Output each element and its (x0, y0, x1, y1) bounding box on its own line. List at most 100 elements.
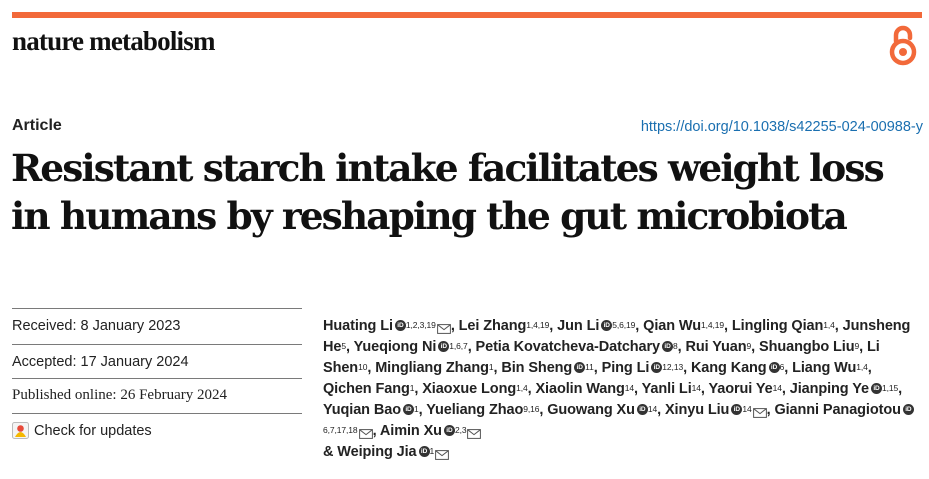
open-access-lock-icon (889, 25, 917, 66)
email-envelope-icon[interactable] (435, 446, 450, 461)
author-name[interactable]: Shuangbo Liu (759, 339, 855, 355)
author-name[interactable]: Qichen Fang (323, 381, 410, 397)
orcid-icon[interactable]: iD (636, 403, 648, 415)
orcid-icon[interactable]: iD (902, 403, 914, 415)
author-affiliation-numbers: 8 (673, 341, 678, 351)
author-entry: & Weiping Jia iD 1 (323, 444, 450, 461)
author-name[interactable]: Rui Yuan (685, 339, 747, 355)
email-envelope-icon[interactable] (752, 404, 767, 419)
author-name[interactable]: Junsheng He (323, 318, 911, 355)
author-separator: , (834, 318, 843, 334)
author-separator: , (898, 381, 903, 397)
email-envelope-icon[interactable] (358, 425, 373, 440)
orcid-icon[interactable]: iD (768, 361, 780, 373)
author-affiliation-numbers: 1,4 (823, 320, 835, 330)
check-for-updates-button[interactable]: Check for updates (12, 422, 152, 439)
orcid-icon[interactable]: iD (402, 403, 414, 415)
author-entry: Jianping Ye iD 1,15, (790, 381, 902, 397)
author-affiliation-numbers: 1 (409, 383, 415, 393)
author-entry: Gianni Panagiotou iD6,7,17,18, (323, 402, 914, 440)
author-entry: Rui Yuan9, (686, 339, 759, 355)
author-name[interactable]: Ping Li (601, 360, 650, 376)
author-name[interactable]: Mingliang Zhang (375, 360, 489, 376)
author-affiliation-numbers: 1,4 (516, 383, 528, 393)
divider (12, 378, 302, 379)
orcid-icon[interactable]: iD (438, 340, 450, 352)
author-name[interactable]: Aimin Xu (379, 423, 442, 439)
author-name[interactable]: Huating Li (323, 318, 393, 334)
author-name[interactable]: Guowang Xu (547, 402, 635, 418)
author-affiliation-numbers: 1,15 (881, 383, 899, 393)
orcid-icon[interactable]: iD (394, 319, 406, 331)
author-separator: , (593, 360, 602, 376)
author-entry: Shuangbo Liu9, (759, 339, 867, 355)
author-name[interactable]: Li Shen (323, 339, 880, 376)
author-separator: , (700, 381, 709, 397)
author-name[interactable]: Qian Wu (643, 318, 701, 334)
author-separator: , (467, 339, 476, 355)
author-name[interactable]: Lingling Qian (731, 318, 824, 334)
article-title: Resistant starch intake facilitates weig… (11, 144, 926, 240)
email-envelope-icon[interactable] (467, 425, 482, 440)
author-separator: , (724, 318, 732, 334)
author-separator: , (414, 381, 423, 397)
author-name[interactable]: Yanli Li (641, 381, 692, 397)
author-affiliation-numbers: 14 (624, 383, 635, 393)
author-entry: Mingliang Zhang1, (375, 360, 501, 376)
author-affiliation-numbers: 1,2,3,19 (405, 320, 436, 330)
author-entry: Yaorui Ye14, (709, 381, 790, 397)
orcid-icon[interactable]: iD (662, 340, 674, 352)
author-name[interactable]: Yueliang Zhao (426, 402, 524, 418)
author-separator: , (450, 318, 459, 334)
journal-name[interactable]: nature metabolism (12, 26, 215, 56)
author-name[interactable]: Xinyu Liu (664, 402, 730, 418)
author-name[interactable]: Yuqian Bao (323, 402, 401, 418)
author-name[interactable]: Kang Kang (690, 360, 767, 376)
orcid-icon[interactable]: iD (651, 361, 663, 373)
orcid-icon[interactable]: iD (418, 445, 430, 457)
author-separator: , (345, 339, 354, 355)
author-separator: , (766, 402, 775, 418)
author-separator: , (527, 381, 536, 397)
check-for-updates-icon (12, 422, 29, 439)
author-name[interactable]: Jun Li (557, 318, 600, 334)
author-name[interactable]: Bin Sheng (501, 360, 573, 376)
author-name[interactable]: Jianping Ye (789, 381, 869, 397)
orcid-icon[interactable]: iD (443, 424, 455, 436)
email-envelope-icon[interactable] (436, 320, 451, 335)
author-affiliation-numbers: 14 (691, 383, 701, 393)
check-for-updates-label: Check for updates (34, 422, 152, 439)
author-affiliation-numbers: 1 (488, 362, 494, 372)
author-list: Huating Li iD 1,2,3,19, Lei Zhang1,4,19, J… (323, 316, 923, 463)
author-entry: Guowang Xu iD 14, (547, 402, 665, 418)
author-entry: Yanli Li14, (642, 381, 709, 397)
author-affiliation-numbers: 9 (746, 341, 752, 351)
author-name[interactable]: Liang Wu (792, 360, 857, 376)
orcid-icon[interactable]: iD (574, 361, 586, 373)
author-name[interactable]: Gianni Panagiotou (774, 402, 901, 418)
author-affiliation-numbers: 6,7,17,18 (323, 425, 358, 435)
author-affiliation-numbers: 14 (647, 404, 658, 414)
author-affiliation-numbers: 11 (585, 362, 594, 372)
author-name[interactable]: Xiaoxue Long (422, 381, 517, 397)
orcid-icon[interactable]: iD (870, 382, 882, 394)
orcid-icon[interactable]: iD (731, 403, 743, 415)
article-title-line-2: in humans by reshaping the gut microbiot… (11, 194, 848, 238)
author-name[interactable]: Yueqiong Ni (353, 339, 437, 355)
author-separator: , (367, 360, 376, 376)
author-name[interactable]: Petia Kovatcheva-Datchary (475, 339, 661, 355)
article-type-label: Article (12, 117, 62, 134)
author-name[interactable]: Xiaolin Wang (535, 381, 625, 397)
author-name[interactable]: Yaorui Ye (708, 381, 773, 397)
author-name[interactable]: Lei Zhang (458, 318, 527, 334)
author-affiliation-numbers: 1,4 (856, 362, 868, 372)
author-separator: , (677, 339, 686, 355)
author-entry: Xiaoxue Long1,4, (422, 381, 535, 397)
divider (12, 308, 302, 309)
author-affiliation-numbers: 14 (772, 383, 782, 393)
doi-link[interactable]: https://doi.org/10.1038/s42255-024-00988… (640, 119, 923, 135)
author-name[interactable]: & Weiping Jia (323, 444, 417, 460)
author-separator: , (859, 339, 867, 355)
orcid-icon[interactable]: iD (601, 319, 613, 331)
author-entry: Lingling Qian1,4, (732, 318, 843, 334)
